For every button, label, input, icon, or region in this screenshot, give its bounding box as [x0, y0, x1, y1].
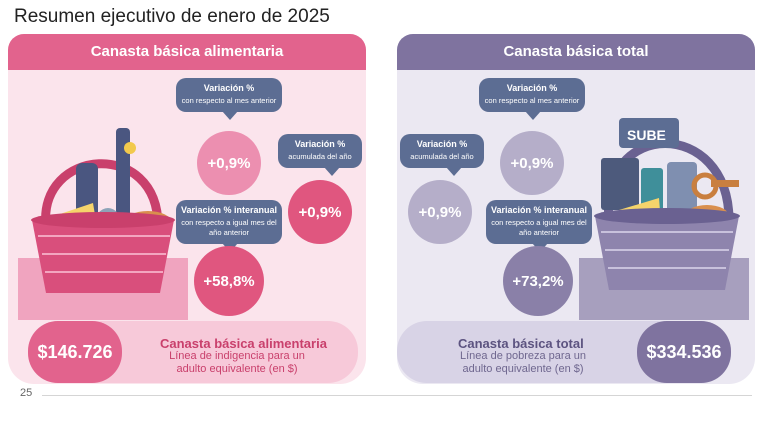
bubble-variacion-interanual: Variación % interanual con respecto a ig…: [486, 200, 592, 252]
price-total: $334.536: [637, 321, 731, 383]
bubble-title: Variación %: [294, 139, 346, 149]
value-variacion-interanual: +73,2%: [503, 246, 573, 316]
bubble-title: Variación % interanual: [180, 205, 278, 215]
footer-subtitle-total: Línea de pobreza para un adulto equivale…: [460, 350, 586, 375]
value-variacion-acumulada: +0,9%: [408, 180, 472, 244]
bubble-title: Variación % interanual: [490, 205, 588, 215]
bubble-variacion-acumulada: Variación % acumulada del año: [400, 134, 484, 176]
bubble-title: Variación %: [506, 83, 558, 93]
footer-subtitle-alimentaria: Línea de indigencia para un adulto equiv…: [169, 350, 305, 375]
bubble-variacion-mensual: Variación % con respecto al mes anterior: [176, 78, 282, 120]
footer-title-alimentaria: Canasta básica alimentaria: [160, 336, 327, 351]
bubble-variacion-interanual: Variación % interanual con respecto a ig…: [176, 200, 282, 252]
bubble-title: Variación %: [203, 83, 255, 93]
value-variacion-interanual: +58,8%: [194, 246, 264, 316]
divider: [42, 395, 752, 396]
panel-header: Canasta básica total: [397, 34, 755, 70]
page-title: Resumen ejecutivo de enero de 2025: [14, 6, 330, 27]
bubble-subtitle: acumulada del año: [288, 152, 352, 161]
sube-card-text: SUBE: [627, 127, 666, 143]
bubble-variacion-mensual: Variación % con respecto al mes anterior: [479, 78, 585, 120]
total-basket-illustration: SUBE: [579, 118, 749, 320]
value-variacion-mensual: +0,9%: [500, 131, 564, 195]
bubble-variacion-acumulada: Variación % acumulada del año: [278, 134, 362, 176]
bubble-subtitle: con respecto a igual mes del año anterio…: [181, 218, 277, 237]
bubble-subtitle: con respecto a igual mes del año anterio…: [491, 218, 587, 237]
value-variacion-mensual: +0,9%: [197, 131, 261, 195]
panel-header: Canasta básica alimentaria: [8, 34, 366, 70]
food-basket-illustration: [18, 128, 188, 320]
bubble-subtitle: con respecto al mes anterior: [484, 96, 580, 105]
bubble-subtitle: acumulada del año: [410, 152, 474, 161]
page-number: 25: [20, 387, 33, 399]
price-alimentaria: $146.726: [28, 321, 122, 383]
value-variacion-acumulada: +0,9%: [288, 180, 352, 244]
footer-title-total: Canasta básica total: [458, 336, 584, 351]
bubble-subtitle: con respecto al mes anterior: [181, 96, 277, 105]
bubble-title: Variación %: [416, 139, 468, 149]
